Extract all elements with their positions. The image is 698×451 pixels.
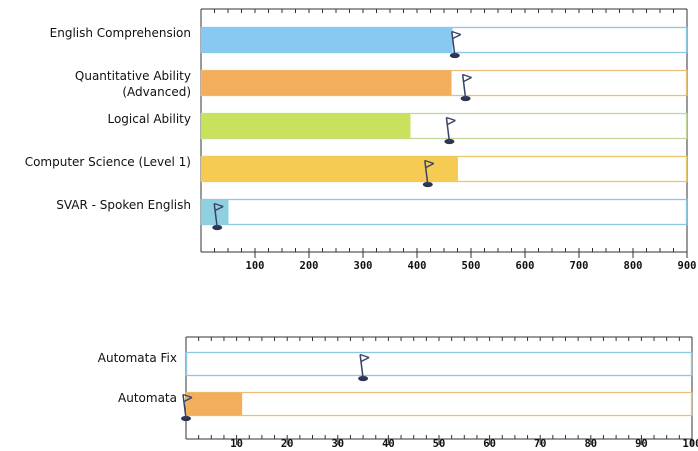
- x-tick-label: 100: [246, 260, 265, 272]
- bar-value: [201, 113, 411, 139]
- score-marker-flag-icon: [422, 159, 435, 188]
- x-tick-label: 20: [281, 438, 294, 450]
- score-marker-flag-icon: [181, 393, 193, 422]
- x-tick-label: 60: [483, 438, 496, 450]
- category-label: Computer Science (Level 1): [25, 155, 191, 169]
- x-tick-label: 70: [534, 438, 547, 450]
- bar-track: [185, 351, 693, 377]
- score-marker-flag-icon: [460, 73, 472, 102]
- bar-value: [186, 392, 243, 416]
- x-tick-label: 800: [624, 260, 643, 272]
- x-tick-label: 80: [584, 438, 597, 450]
- bar-value: [201, 27, 453, 53]
- bar-value: [201, 70, 452, 96]
- x-tick-label: 700: [570, 260, 589, 272]
- x-tick-label: 400: [408, 260, 427, 272]
- x-tick-label: 600: [516, 260, 535, 272]
- category-label: SVAR - Spoken English: [56, 198, 191, 212]
- category-label: Automata: [118, 391, 177, 405]
- bar-track: [200, 198, 688, 226]
- x-tick-label: 500: [462, 260, 481, 272]
- category-label: English Comprehension: [50, 26, 191, 40]
- x-tick-label: 900: [678, 260, 697, 272]
- bar-value: [201, 156, 458, 182]
- score-marker-flag-icon: [449, 30, 462, 59]
- automata-scores-chart: 10 20 30 40 50 60 70 80 90 100 Automata Fix Automat…: [98, 336, 698, 450]
- category-label: Automata Fix: [98, 351, 177, 365]
- category-label: Logical Ability: [107, 112, 191, 126]
- category-label: Quantitative Ability (Advanced): [75, 69, 191, 99]
- x-tick-label: 10: [230, 438, 243, 450]
- x-tick-label: 30: [331, 438, 344, 450]
- score-marker-flag-icon: [358, 353, 370, 382]
- x-tick-label: 300: [354, 260, 373, 272]
- x-tick-label: 90: [635, 438, 648, 450]
- x-tick-label: 100: [683, 438, 698, 450]
- bar-track: [185, 391, 693, 417]
- x-tick-label: 50: [433, 438, 446, 450]
- score-marker-flag-icon: [444, 116, 456, 145]
- score-marker-flag-icon: [212, 202, 224, 231]
- section-scores-chart: 100 200 300 400 500 600 700 800 900 English Compr…: [25, 8, 697, 272]
- x-tick-label: 200: [300, 260, 319, 272]
- x-tick-label: 40: [382, 438, 395, 450]
